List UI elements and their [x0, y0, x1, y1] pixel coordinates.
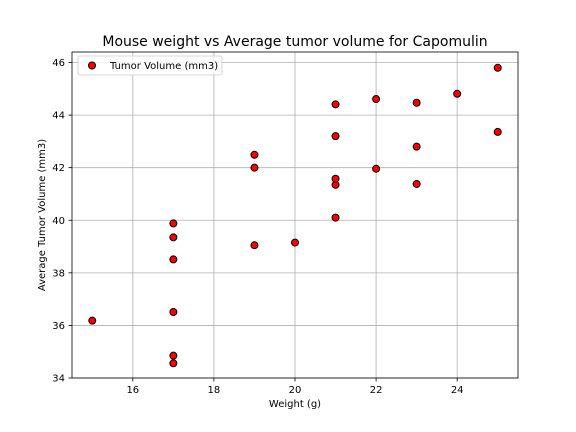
data-point — [250, 150, 259, 159]
x-tick-label: 18 — [208, 385, 221, 396]
data-points — [88, 63, 502, 368]
data-point — [169, 359, 178, 368]
x-tick-label: 22 — [370, 385, 383, 396]
y-axis-label: Average Tumor Volume (mm3) — [37, 139, 48, 291]
data-point — [331, 213, 340, 222]
legend: Tumor Volume (mm3) — [77, 55, 223, 76]
data-point — [291, 238, 299, 247]
legend-marker — [88, 61, 96, 70]
data-point — [493, 63, 502, 72]
data-point — [331, 174, 340, 183]
data-point — [412, 98, 421, 107]
data-point — [169, 351, 178, 360]
y-tick-label: 44 — [52, 111, 65, 122]
legend-label: Tumor Volume (mm3) — [109, 61, 218, 72]
y-tick-label: 38 — [52, 268, 65, 279]
x-axis-label: Weight (g) — [269, 399, 321, 410]
legend-box — [77, 55, 223, 76]
data-point — [453, 89, 462, 98]
data-point — [169, 233, 178, 242]
y-tick-label: 42 — [52, 163, 65, 174]
x-tick-label: 16 — [126, 385, 139, 396]
y-tick-label: 40 — [52, 216, 65, 227]
data-point — [493, 127, 502, 136]
axis-ticks: 16 18 20 22 24 34 36 38 40 42 44 46 — [52, 58, 463, 396]
y-tick-label: 34 — [52, 374, 65, 385]
data-point — [372, 95, 381, 104]
data-point — [412, 142, 421, 151]
x-tick-label: 20 — [289, 385, 302, 396]
data-point — [331, 132, 340, 141]
chart-title: Mouse weight vs Average tumor volume for… — [102, 34, 487, 50]
data-point — [250, 241, 259, 250]
data-point — [372, 164, 381, 173]
y-tick-label: 36 — [52, 321, 65, 332]
data-point — [250, 163, 259, 172]
data-point — [169, 308, 178, 317]
y-tick-label: 46 — [52, 58, 65, 69]
data-point — [331, 100, 340, 109]
data-point — [169, 255, 178, 264]
x-tick-label: 24 — [451, 385, 464, 396]
data-point — [412, 179, 421, 188]
data-point — [88, 316, 97, 325]
data-point — [169, 219, 178, 228]
grid — [72, 52, 518, 379]
